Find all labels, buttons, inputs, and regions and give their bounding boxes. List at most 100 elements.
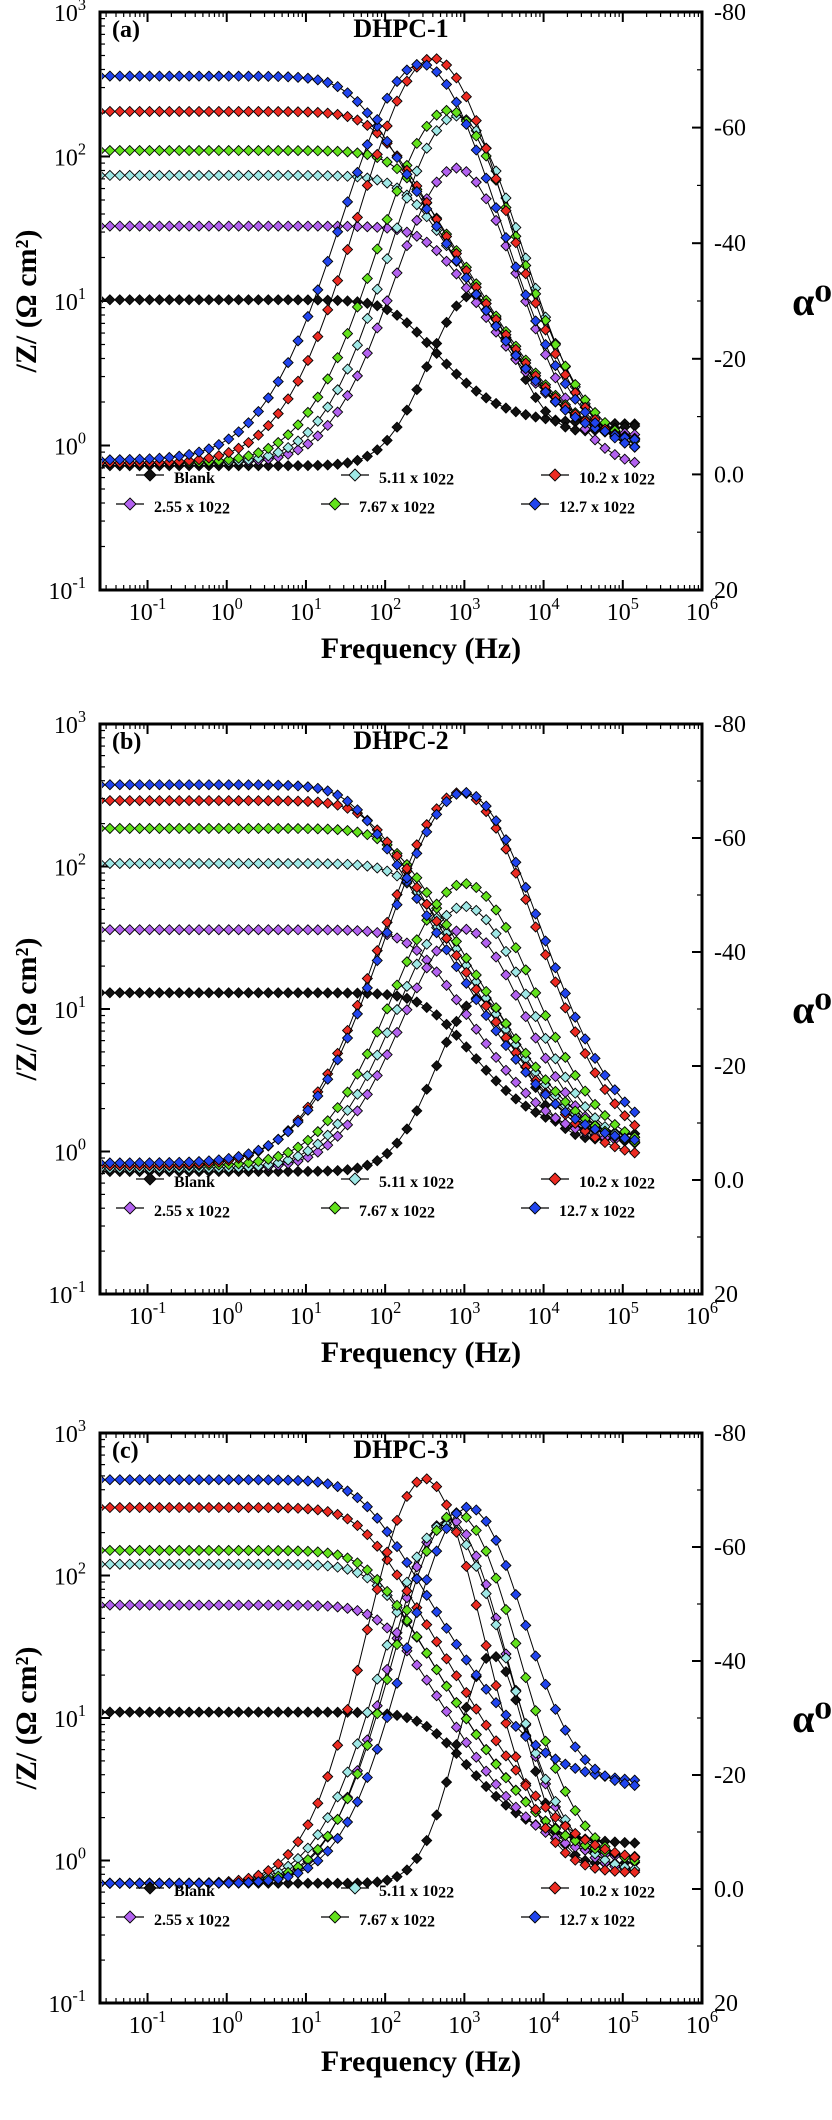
impedance-point xyxy=(193,857,205,870)
phase-point xyxy=(401,1642,413,1654)
impedance-point xyxy=(272,220,284,232)
legend-marker xyxy=(328,1201,342,1215)
impedance-point xyxy=(114,294,126,306)
phase-point xyxy=(629,441,641,453)
impedance-point xyxy=(431,244,443,257)
phase-point xyxy=(569,424,581,436)
phase-point xyxy=(331,1832,344,1845)
x-tick-label: 106 xyxy=(686,2007,718,2039)
impedance-point xyxy=(183,1706,195,1718)
impedance-point xyxy=(421,1647,433,1659)
phase-point xyxy=(510,261,522,273)
impedance-point xyxy=(252,1501,265,1514)
impedance-point xyxy=(282,1474,294,1486)
impedance-point xyxy=(133,1474,146,1486)
phase-point xyxy=(520,893,532,906)
impedance-point xyxy=(312,74,324,86)
phase-point xyxy=(371,1026,383,1038)
impedance-point xyxy=(223,857,235,870)
impedance-point xyxy=(133,105,146,118)
phase-point xyxy=(490,1651,502,1663)
impedance-point xyxy=(351,826,364,838)
impedance-point xyxy=(500,1084,512,1097)
impedance-point xyxy=(133,924,146,936)
legend-marker xyxy=(123,1201,137,1215)
phase-point xyxy=(589,434,601,446)
impedance-point xyxy=(470,1751,482,1763)
impedance-point xyxy=(371,988,383,1000)
phase-point xyxy=(331,1791,344,1803)
impedance-point xyxy=(440,932,453,945)
phase-point xyxy=(520,1717,532,1730)
impedance-point xyxy=(193,294,205,306)
phase-point xyxy=(223,1152,235,1165)
phase-point xyxy=(381,213,393,226)
phase-point xyxy=(559,1785,571,1798)
impedance-point xyxy=(183,987,195,999)
impedance-point xyxy=(500,1709,512,1721)
phase-point xyxy=(153,1877,166,1889)
phase-point xyxy=(272,1133,284,1146)
impedance-point xyxy=(431,966,443,978)
impedance-point xyxy=(232,144,245,157)
impedance-point xyxy=(272,105,284,118)
impedance-point xyxy=(104,1474,116,1486)
phase-point xyxy=(460,1701,472,1714)
phase-point xyxy=(401,1604,413,1616)
phase-point xyxy=(272,1157,284,1169)
impedance-point xyxy=(102,781,106,789)
impedance-point xyxy=(361,1572,373,1584)
impedance-point xyxy=(242,70,255,82)
impedance-point xyxy=(282,1502,294,1514)
impedance-point xyxy=(203,1544,215,1557)
x-tick-label: 104 xyxy=(528,1298,560,1330)
impedance-point xyxy=(609,1141,621,1153)
impedance-point xyxy=(292,169,304,182)
phase-point xyxy=(341,1703,354,1716)
impedance-point xyxy=(124,822,136,835)
impedance-point xyxy=(143,1558,156,1570)
impedance-point xyxy=(282,795,294,807)
phase-point xyxy=(282,393,294,405)
phase-point xyxy=(450,300,463,312)
impedance-point xyxy=(193,105,205,118)
impedance-point xyxy=(153,987,166,999)
phase-point xyxy=(381,1147,393,1160)
impedance-point xyxy=(262,1502,274,1514)
impedance-point xyxy=(302,106,314,118)
phase-point xyxy=(282,460,294,472)
impedance-point xyxy=(371,1512,383,1524)
impedance-point xyxy=(163,794,175,807)
phase-point xyxy=(530,1747,542,1759)
impedance-point xyxy=(114,144,126,157)
phase-point xyxy=(371,1673,383,1685)
phase-point xyxy=(431,337,443,350)
impedance-point xyxy=(282,857,294,870)
phase-point xyxy=(143,1157,156,1169)
impedance-point xyxy=(114,779,126,791)
impedance-point xyxy=(183,144,195,157)
phase-point xyxy=(539,935,552,947)
panel-title: DHPC-1 xyxy=(353,14,448,43)
impedance-point xyxy=(102,171,106,180)
phase-point xyxy=(500,843,512,855)
phase-point xyxy=(431,1480,443,1493)
impedance-point xyxy=(460,377,472,389)
impedance-point xyxy=(470,983,482,995)
phase-point xyxy=(539,1009,552,1022)
y-left-tick-label: 10-1 xyxy=(48,1986,86,2018)
x-tick-label: 101 xyxy=(290,2007,322,2039)
phase-point xyxy=(282,1126,294,1138)
phase-point xyxy=(361,312,373,325)
series-5 xyxy=(102,787,641,1172)
phase-point xyxy=(351,339,364,351)
phase-point xyxy=(361,1706,373,1719)
impedance-point xyxy=(490,1758,502,1770)
impedance-point xyxy=(480,1038,492,1050)
phase-point xyxy=(490,815,502,827)
legend-label: 12.7 x 1022 xyxy=(559,499,635,517)
impedance-point xyxy=(411,1659,423,1671)
x-tick-label: 10-1 xyxy=(129,1298,167,1330)
phase-point xyxy=(520,1011,532,1023)
impedance-point xyxy=(114,987,126,999)
